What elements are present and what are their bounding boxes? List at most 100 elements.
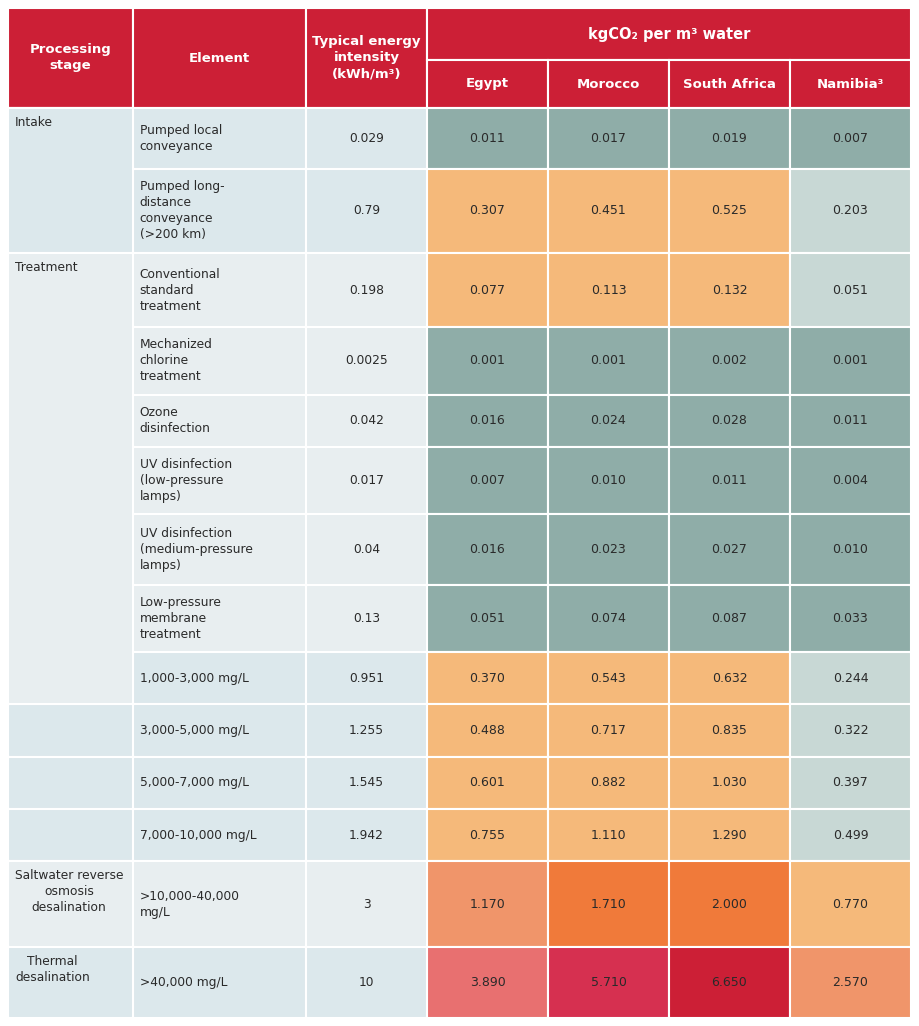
Text: 1.942: 1.942	[349, 829, 384, 841]
Bar	[132, 947, 306, 1018]
Bar	[132, 808, 306, 861]
Bar	[427, 585, 548, 653]
Bar	[427, 705, 548, 756]
Text: 3,000-5,000 mg/L: 3,000-5,000 mg/L	[140, 724, 249, 737]
Bar	[132, 861, 306, 947]
Bar	[427, 808, 548, 861]
Bar	[669, 705, 790, 756]
Bar	[669, 446, 790, 514]
Text: 0.010: 0.010	[591, 474, 627, 487]
Text: 0.451: 0.451	[591, 204, 627, 218]
Text: 0.004: 0.004	[833, 474, 868, 487]
Text: 0.028: 0.028	[711, 415, 747, 427]
Text: 0.074: 0.074	[591, 613, 627, 625]
Bar	[669, 653, 790, 705]
Bar	[8, 653, 132, 705]
Text: 0.011: 0.011	[470, 131, 505, 145]
Text: 0.033: 0.033	[833, 613, 868, 625]
Text: UV disinfection
(low-pressure
lamps): UV disinfection (low-pressure lamps)	[140, 458, 232, 503]
Bar	[669, 60, 790, 108]
Bar	[132, 108, 306, 168]
Text: Thermal
desalination: Thermal desalination	[15, 955, 90, 984]
Text: 0.016: 0.016	[470, 543, 505, 556]
Bar	[790, 446, 911, 514]
Bar	[8, 756, 132, 808]
Bar	[306, 705, 427, 756]
Bar	[548, 252, 669, 327]
Text: 0.024: 0.024	[591, 415, 627, 427]
Text: >10,000-40,000
mg/L: >10,000-40,000 mg/L	[140, 890, 240, 918]
Bar	[306, 395, 427, 446]
Bar	[427, 514, 548, 585]
Text: 0.002: 0.002	[711, 354, 747, 367]
Text: 0.027: 0.027	[711, 543, 747, 556]
Bar	[8, 861, 132, 947]
Bar	[132, 756, 306, 808]
Text: 1.110: 1.110	[591, 829, 627, 841]
Bar	[306, 585, 427, 653]
Bar	[790, 168, 911, 252]
Bar	[427, 108, 548, 168]
Bar	[306, 861, 427, 947]
Text: 0.951: 0.951	[349, 672, 384, 684]
Bar	[8, 395, 132, 446]
Bar	[669, 168, 790, 252]
Bar	[8, 327, 132, 395]
Text: Egypt: Egypt	[466, 78, 509, 90]
Bar	[427, 861, 548, 947]
Text: 0.632: 0.632	[711, 672, 747, 684]
Text: 0.132: 0.132	[711, 283, 747, 297]
Text: 0.307: 0.307	[470, 204, 505, 218]
Text: 1.255: 1.255	[349, 724, 384, 737]
Text: UV disinfection
(medium-pressure
lamps): UV disinfection (medium-pressure lamps)	[140, 527, 253, 571]
Bar	[306, 514, 427, 585]
Text: 0.023: 0.023	[591, 543, 627, 556]
Bar	[548, 756, 669, 808]
Bar	[8, 446, 132, 514]
Bar	[427, 947, 548, 1018]
Bar	[427, 8, 911, 60]
Text: 0.601: 0.601	[470, 777, 505, 789]
Bar	[306, 327, 427, 395]
Text: 3: 3	[363, 898, 370, 911]
Text: 1,000-3,000 mg/L: 1,000-3,000 mg/L	[140, 672, 248, 684]
Text: 0.79: 0.79	[353, 204, 380, 218]
Bar	[669, 108, 790, 168]
Text: 0.244: 0.244	[833, 672, 868, 684]
Bar	[427, 60, 548, 108]
Text: Pumped long-
distance
conveyance
(>200 km): Pumped long- distance conveyance (>200 k…	[140, 181, 224, 241]
Text: 0.0025: 0.0025	[346, 354, 388, 367]
Bar	[790, 585, 911, 653]
Text: 0.016: 0.016	[470, 415, 505, 427]
Bar	[548, 395, 669, 446]
Text: 0.011: 0.011	[711, 474, 747, 487]
Bar	[790, 252, 911, 327]
Bar	[132, 252, 306, 327]
Text: 0.087: 0.087	[711, 613, 747, 625]
Bar	[8, 705, 132, 756]
Text: 0.198: 0.198	[349, 283, 384, 297]
Text: 2.000: 2.000	[711, 898, 747, 911]
Bar	[669, 808, 790, 861]
Text: 0.051: 0.051	[833, 283, 868, 297]
Bar	[8, 808, 132, 861]
Text: 0.051: 0.051	[470, 613, 505, 625]
Text: 0.019: 0.019	[711, 131, 747, 145]
Bar	[790, 756, 911, 808]
Text: 1.290: 1.290	[711, 829, 747, 841]
Bar	[132, 514, 306, 585]
Text: Element: Element	[188, 51, 250, 65]
Bar	[790, 861, 911, 947]
Text: Namibia³: Namibia³	[817, 78, 884, 90]
Text: Ozone
disinfection: Ozone disinfection	[140, 406, 210, 435]
Text: 0.203: 0.203	[833, 204, 868, 218]
Bar	[427, 395, 548, 446]
Bar	[669, 861, 790, 947]
Bar	[548, 705, 669, 756]
Text: 2.570: 2.570	[833, 976, 868, 989]
Text: 0.717: 0.717	[591, 724, 627, 737]
Text: kgCO₂ per m³ water: kgCO₂ per m³ water	[588, 27, 750, 41]
Bar	[669, 514, 790, 585]
Bar	[427, 446, 548, 514]
Bar	[790, 947, 911, 1018]
